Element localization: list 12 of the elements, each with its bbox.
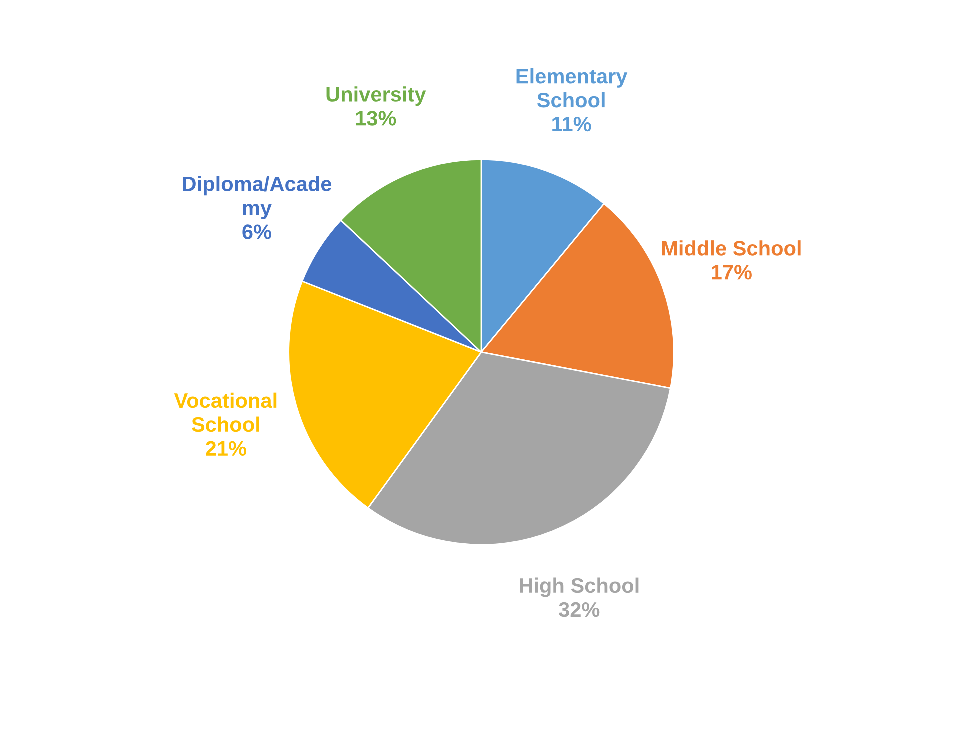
data-label: 6% (242, 224, 272, 240)
slice-label: Middle School (662, 240, 801, 256)
data-label: 13% (356, 111, 396, 126)
slice-label: University (326, 86, 426, 106)
data-label: 32% (559, 602, 600, 618)
data-label: 11% (552, 116, 592, 132)
slice-label: High School (520, 578, 639, 598)
slice-label: Vocational School (174, 392, 277, 432)
slice-label: Elementary School (516, 68, 628, 108)
slice-label: Diploma/Acade my (183, 176, 332, 220)
data-label: 21% (206, 441, 246, 456)
data-label: 17% (712, 265, 752, 280)
